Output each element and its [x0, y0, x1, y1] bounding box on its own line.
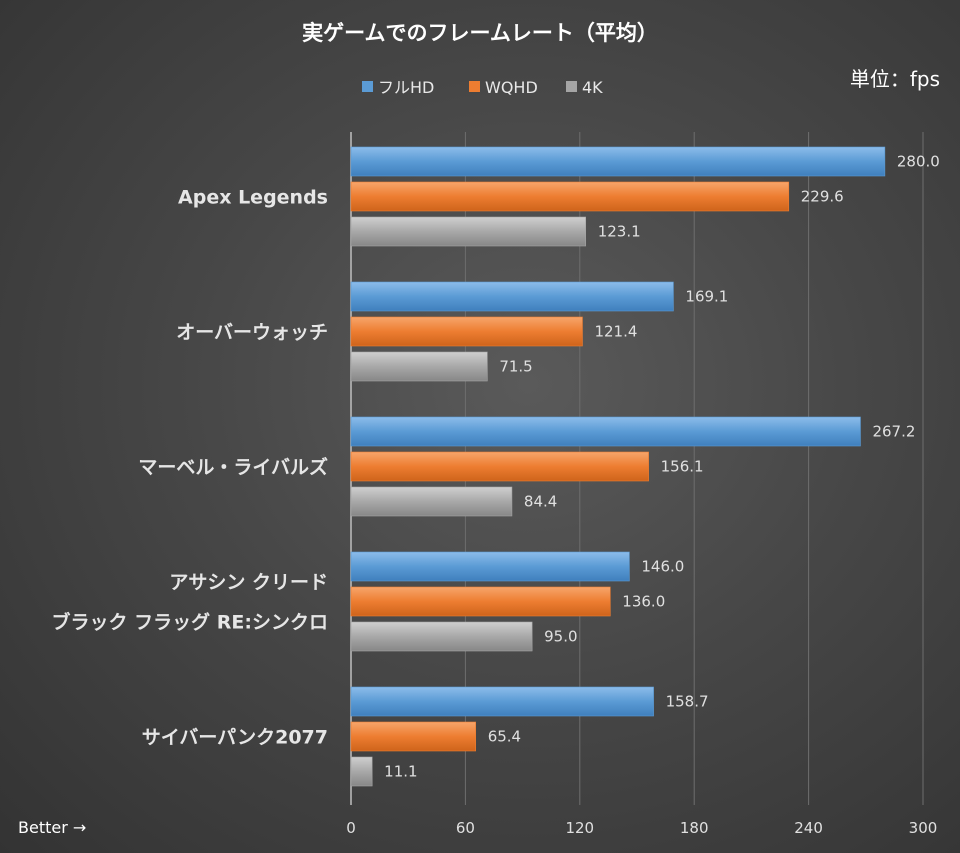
bar [350, 416, 861, 447]
data-label: 123.1 [598, 223, 641, 241]
category-label: マーベル・ライバルズ [138, 456, 328, 479]
data-label: 65.4 [488, 728, 521, 746]
data-label: 84.4 [524, 493, 557, 511]
category-label: ブラック フラッグ RE:シンクロ [52, 611, 328, 634]
unit-label: 単位：fps [850, 67, 940, 91]
bars: 280.0 229.6 123.1 169.1 121.4 71.5 267.2 156.1 8… [350, 146, 940, 787]
bar [350, 551, 630, 582]
bar [350, 486, 513, 517]
x-tick-label: 0 [346, 819, 356, 837]
x-tick-label: 180 [680, 819, 709, 837]
legend-swatch [566, 81, 577, 92]
category-label: アサシン クリード [169, 572, 328, 594]
category-label: Apex Legends [178, 187, 328, 209]
x-tick-labels: 0 60 120 180 240 300 [346, 819, 937, 837]
data-label: 146.0 [641, 558, 684, 576]
better-note: Better → [18, 818, 86, 837]
data-label: 158.7 [666, 693, 709, 711]
legend-label: フルHD [378, 78, 434, 97]
bar [350, 686, 654, 717]
bar [350, 281, 674, 312]
legend-swatch [469, 81, 480, 92]
bar [350, 621, 533, 652]
x-tick-label: 120 [565, 819, 594, 837]
bar [350, 721, 476, 752]
legend-label: WQHD [485, 78, 538, 97]
chart-title: 実ゲームでのフレームレート（平均） [302, 21, 658, 45]
bar [350, 181, 790, 212]
bar [350, 216, 587, 247]
bar [350, 756, 373, 787]
data-label: 169.1 [685, 288, 728, 306]
data-label: 11.1 [384, 763, 417, 781]
x-tick-label: 300 [909, 819, 938, 837]
bar [350, 351, 488, 382]
data-label: 156.1 [661, 458, 704, 476]
data-label: 95.0 [544, 628, 577, 646]
data-label: 267.2 [872, 423, 915, 441]
data-label: 71.5 [499, 358, 532, 376]
data-label: 136.0 [622, 593, 665, 611]
x-tick-label: 60 [456, 819, 475, 837]
category-label: オーバーウォッチ [176, 322, 328, 344]
data-label: 229.6 [801, 188, 844, 206]
legend-label: 4K [582, 78, 603, 97]
data-label: 280.0 [897, 153, 940, 171]
legend-swatch [362, 81, 373, 92]
x-tick-label: 240 [794, 819, 823, 837]
data-label: 121.4 [594, 323, 637, 341]
bar [350, 586, 611, 617]
bar [350, 146, 886, 177]
category-label: サイバーパンク2077 [142, 727, 328, 749]
legend: フルHD WQHD 4K [362, 78, 603, 97]
bar [350, 316, 583, 347]
bar [350, 451, 649, 482]
